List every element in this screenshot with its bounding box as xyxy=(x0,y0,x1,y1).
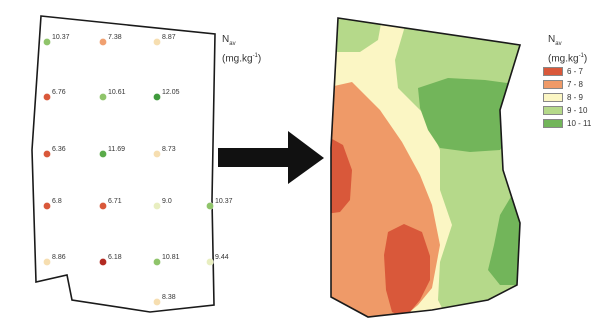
sample-point xyxy=(99,150,107,158)
zone-6-7-bottom xyxy=(384,224,430,317)
sample-point xyxy=(99,93,107,101)
sample-point xyxy=(153,202,161,210)
legend-label: 7 - 8 xyxy=(567,80,584,89)
sample-value-label: 10.81 xyxy=(162,254,180,261)
legend-item-10-11: 10 - 11 xyxy=(543,118,591,129)
legend-item-6-7: 6 - 7 xyxy=(543,66,591,77)
legend-label: 6 - 7 xyxy=(567,67,584,76)
sample-value-label: 8.87 xyxy=(162,34,176,41)
sample-value-label: 6.71 xyxy=(108,198,122,205)
legend-label: 10 - 11 xyxy=(567,119,592,128)
legend-item-7-8: 7 - 8 xyxy=(543,79,591,90)
sample-value-label: 9.0 xyxy=(162,198,172,205)
legend-swatch xyxy=(543,106,563,115)
sample-point xyxy=(99,38,107,46)
sample-point xyxy=(206,258,214,266)
legend-item-8-9: 8 - 9 xyxy=(543,92,591,103)
sample-point xyxy=(153,298,161,306)
sample-value-label: 6.36 xyxy=(52,146,66,153)
legend-swatch xyxy=(543,80,563,89)
sample-point xyxy=(43,150,51,158)
sample-value-label: 6.18 xyxy=(108,254,122,261)
legend-swatch xyxy=(543,119,563,128)
sample-point xyxy=(43,38,51,46)
right-unit-label: Nav (mg.kg-1) xyxy=(548,34,588,65)
legend-swatch xyxy=(543,67,563,76)
sample-point xyxy=(99,202,107,210)
sample-point xyxy=(99,258,107,266)
sample-point xyxy=(43,202,51,210)
sample-value-label: 7.38 xyxy=(108,34,122,41)
sample-value-label: 11.69 xyxy=(108,146,125,153)
sample-value-label: 9.44 xyxy=(215,254,229,261)
sampling-area-outline xyxy=(31,15,216,313)
sample-point xyxy=(153,38,161,46)
sample-points xyxy=(43,38,214,306)
legend: 6 - 7 7 - 8 8 - 9 9 - 10 10 - 11 xyxy=(543,66,591,131)
sample-value-label: 10.37 xyxy=(52,34,70,41)
legend-swatch xyxy=(543,93,563,102)
sample-point xyxy=(153,258,161,266)
sample-value-label: 6.76 xyxy=(52,89,66,96)
sample-labels: 10.37 7.38 8.87 6.76 10.61 12.05 6.36 11.69 8.73… xyxy=(52,34,233,301)
legend-label: 9 - 10 xyxy=(567,106,588,115)
interpolated-map xyxy=(331,18,520,317)
arrow-icon xyxy=(218,131,324,184)
sample-point xyxy=(206,202,214,210)
sample-value-label: 8.86 xyxy=(52,254,66,261)
sample-value-label: 6.8 xyxy=(52,198,62,205)
sample-point xyxy=(43,258,51,266)
sample-value-label: 10.61 xyxy=(108,89,126,96)
sample-point xyxy=(153,150,161,158)
sample-point xyxy=(153,93,161,101)
legend-label: 8 - 9 xyxy=(567,93,584,102)
sample-value-label: 10.37 xyxy=(215,198,233,205)
map-outline xyxy=(330,17,522,318)
left-unit-label: Nav (mg.kg-1) xyxy=(222,34,262,65)
zone-10-11-upper xyxy=(418,78,515,152)
sample-value-label: 8.73 xyxy=(162,146,176,153)
sample-value-label: 8.38 xyxy=(162,294,176,301)
sample-value-label: 12.05 xyxy=(162,89,180,96)
sample-point xyxy=(43,93,51,101)
legend-item-9-10: 9 - 10 xyxy=(543,105,591,116)
